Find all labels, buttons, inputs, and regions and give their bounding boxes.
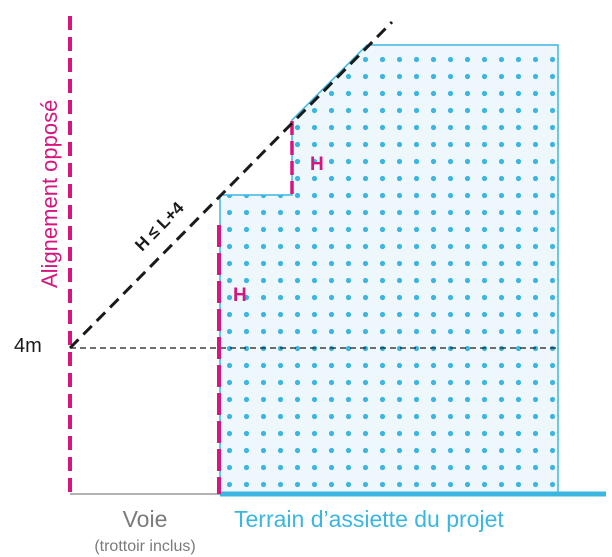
height-rule-label: H ≤ L+4 — [131, 198, 188, 255]
sidewalk-note: (trottoir inclus) — [94, 538, 195, 555]
project-plot-label: Terrain d’assiette du projet — [234, 506, 504, 532]
lower-h-label: H — [233, 285, 247, 306]
building-dot-pattern — [220, 45, 558, 494]
road-label: Voie — [123, 506, 168, 532]
four-meter-label: 4m — [14, 335, 42, 357]
height-envelope-line — [68, 20, 394, 350]
upper-h-label: H — [310, 154, 324, 175]
opposite-alignment-label: Alignement opposé — [37, 100, 62, 288]
